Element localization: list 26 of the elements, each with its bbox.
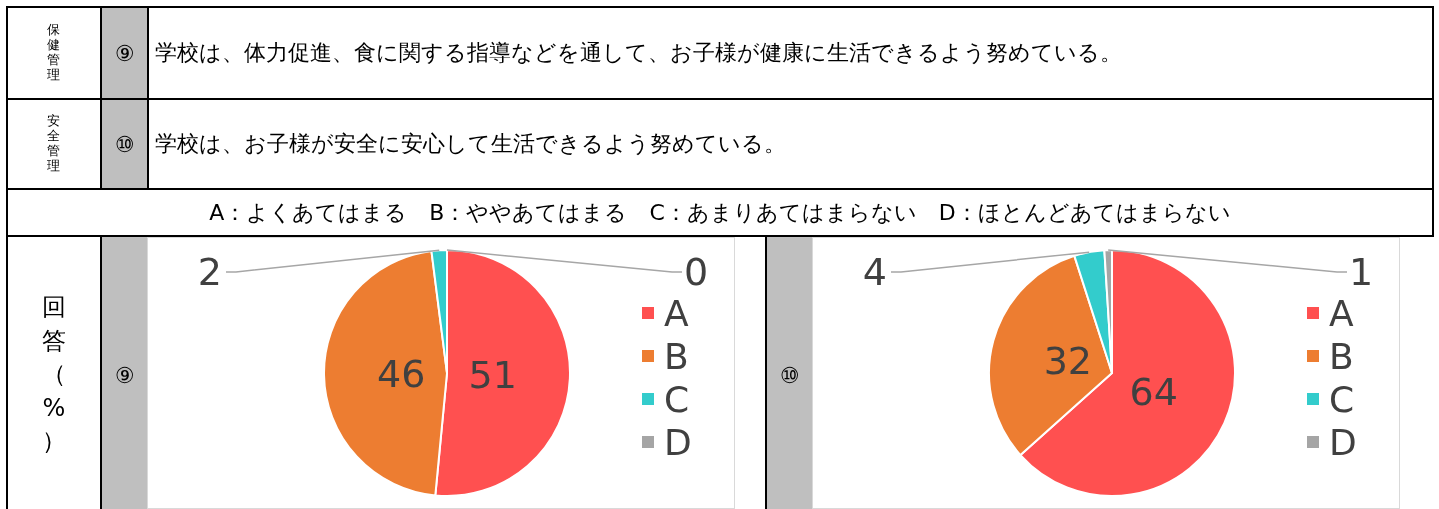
data-label: 32: [1043, 339, 1093, 384]
data-label: 64: [1129, 369, 1178, 414]
text: 回答（%）: [41, 292, 67, 458]
legend-label: B: [1329, 335, 1354, 377]
data-label: 1: [1349, 250, 1374, 294]
legend-label: D: [1329, 421, 1357, 463]
text: 保健管理: [47, 22, 61, 83]
text: 安全管理: [47, 113, 61, 174]
text: A：よくあてはまる B：ややあてはまる C：あまりあてはまらない D：ほとんどあてはまらない: [209, 198, 1231, 227]
text: ⑨: [114, 362, 135, 388]
data-label: 2: [197, 250, 222, 294]
legend-label: C: [664, 378, 690, 420]
legend-label: C: [1329, 378, 1355, 420]
text: 学校は、お子様が安全に安心して生活できるよう努めている。: [155, 130, 786, 158]
data-label: 46: [377, 351, 426, 396]
text: 0: [684, 250, 709, 294]
text: ⑩: [779, 362, 800, 388]
legend-label: A: [664, 292, 689, 334]
data-label: 4: [862, 250, 887, 294]
legend-label: A: [1329, 292, 1354, 334]
data-label: 51: [468, 353, 517, 398]
legend-label: D: [664, 421, 692, 463]
text: 学校は、体力促進、食に関する指導などを通して、お子様が健康に生活できるよう努めている。: [155, 39, 1122, 67]
text: ⑩: [114, 131, 135, 157]
legend-label: B: [664, 335, 689, 377]
text: ⑨: [114, 40, 135, 66]
